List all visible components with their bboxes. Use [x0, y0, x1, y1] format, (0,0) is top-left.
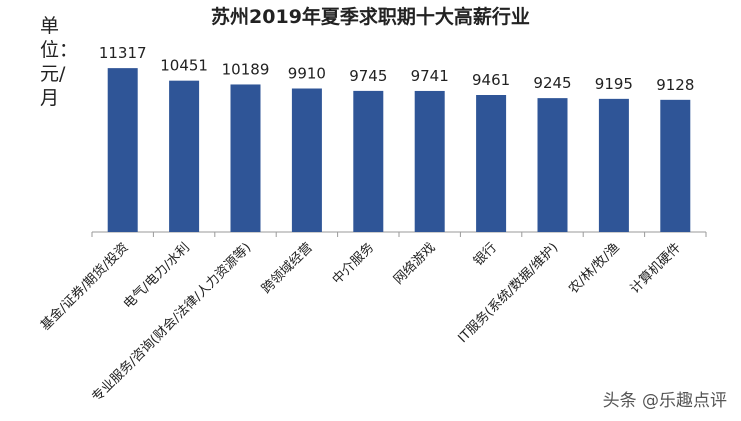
data-label: 9195 [595, 75, 633, 93]
bar [414, 90, 445, 232]
data-label: 9128 [656, 76, 694, 94]
category-label: 银行 [471, 240, 500, 269]
data-label: 9910 [288, 65, 326, 83]
chart-title: 苏州2019年夏季求职期十大高薪行业 [211, 6, 530, 28]
category-label: 基金/证券/期货/投资 [37, 240, 131, 334]
bar [291, 88, 322, 232]
data-label: 9461 [472, 71, 510, 89]
data-label: 9741 [411, 67, 449, 85]
bar [107, 68, 138, 232]
watermark: 头条 @乐趣点评 [602, 391, 727, 411]
bar [660, 99, 691, 232]
bar [353, 90, 384, 233]
bar [537, 98, 568, 232]
data-label: 10189 [222, 60, 270, 78]
bar [230, 84, 261, 232]
bar [598, 98, 629, 232]
bar [476, 95, 507, 232]
data-label: 10451 [160, 57, 208, 75]
category-label: 跨领域经营 [259, 240, 316, 297]
category-label: 农/林/牧/渔 [566, 240, 623, 297]
data-label: 9745 [349, 67, 387, 85]
category-label: 计算机硬件 [628, 240, 685, 297]
category-label: IT服务(系统/数据/维护) [455, 240, 562, 347]
bar [169, 80, 200, 232]
data-label: 11317 [99, 44, 147, 62]
category-label: 网络游戏 [390, 240, 438, 288]
category-label: 中介服务 [329, 240, 377, 288]
data-label: 9245 [533, 74, 571, 92]
